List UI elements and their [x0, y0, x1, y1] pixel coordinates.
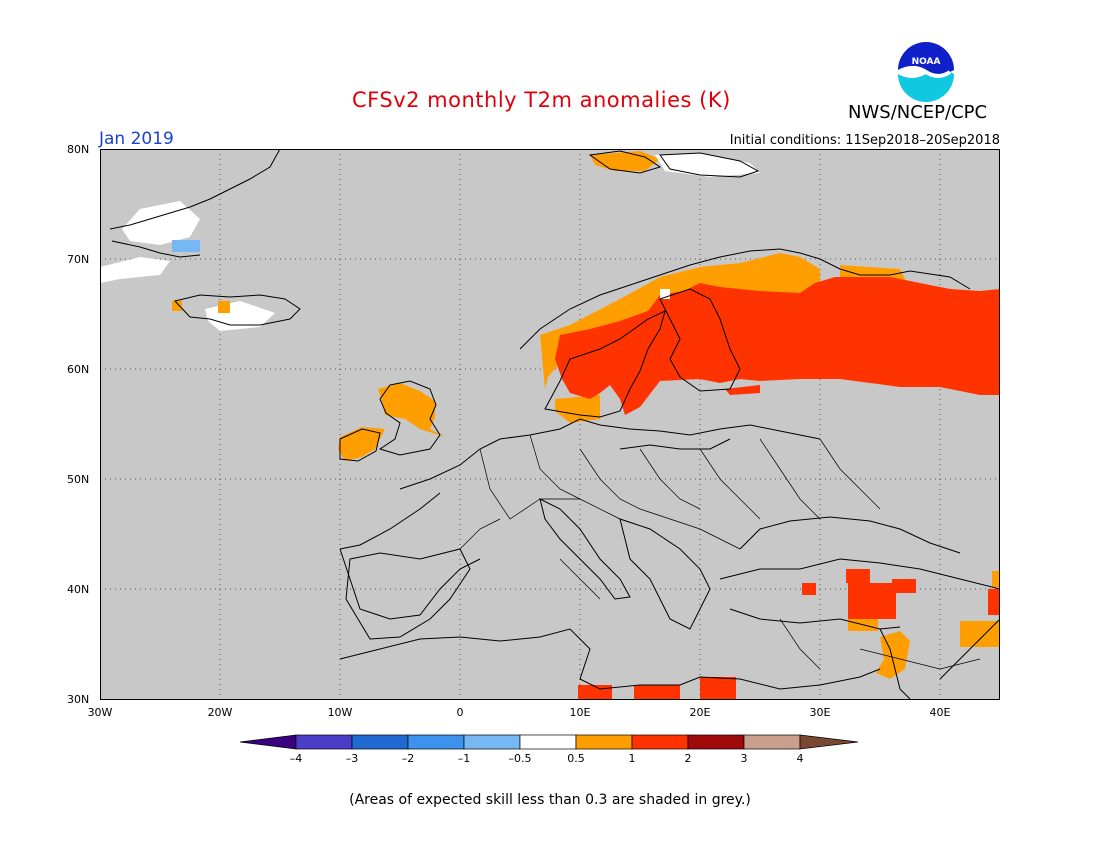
- lat-tick: 40N: [67, 583, 89, 596]
- lon-tick: 10W: [328, 706, 353, 719]
- legend-label: 1: [629, 752, 636, 765]
- lat-tick: 30N: [67, 693, 89, 706]
- lat-tick: 50N: [67, 473, 89, 486]
- initial-conditions: Initial conditions: 11Sep2018–20Sep2018: [729, 133, 1000, 148]
- logo-text: NOAA: [912, 57, 941, 67]
- lon-tick: 30W: [88, 706, 113, 719]
- agency-label: NWS/NCEP/CPC: [848, 102, 988, 123]
- lon-tick: 0: [457, 706, 464, 719]
- country-borders: [459, 434, 981, 670]
- lat-tick: 80N: [67, 143, 89, 156]
- legend-label: –0.5: [509, 752, 532, 765]
- legend-swatch: [631, 734, 689, 750]
- legend-swatch: [407, 734, 465, 750]
- cool-anomaly-area: [172, 240, 200, 252]
- anomaly-map: [100, 149, 1000, 700]
- coastlines: [109, 149, 1000, 700]
- lon-tick: 20E: [690, 706, 711, 719]
- legend-arrow-left: [239, 734, 297, 750]
- lon-tick: 40E: [930, 706, 951, 719]
- legend-arrow-right: [799, 734, 859, 750]
- legend-swatch: [351, 734, 409, 750]
- legend-label: –3: [346, 752, 359, 765]
- noaa-logo-icon: NOAA: [894, 40, 958, 104]
- lon-tick: 20W: [208, 706, 233, 719]
- legend-label: 2: [685, 752, 692, 765]
- footnote: (Areas of expected skill less than 0.3 a…: [349, 792, 751, 808]
- legend-label: 4: [797, 752, 804, 765]
- legend-label: –4: [290, 752, 303, 765]
- legend-swatch: [519, 734, 577, 750]
- legend-label: 0.5: [567, 752, 585, 765]
- lat-tick: 70N: [67, 253, 89, 266]
- color-legend: –4 –3 –2 –1 –0.5 0.5 1 2 3 4: [239, 734, 859, 765]
- british-isles-anomaly: [338, 383, 445, 461]
- legend-swatch: [575, 734, 633, 750]
- forecast-period: Jan 2019: [99, 129, 174, 149]
- legend-swatch: [743, 734, 801, 750]
- legend-label: –2: [402, 752, 415, 765]
- lat-tick: 60N: [67, 363, 89, 376]
- legend-swatch: [687, 734, 745, 750]
- chart-title: CFSv2 monthly T2m anomalies (K): [352, 88, 731, 112]
- legend-swatch: [463, 734, 521, 750]
- lon-tick: 10E: [570, 706, 591, 719]
- turkey-levant-anomaly: [802, 569, 1000, 679]
- legend-label: –1: [458, 752, 471, 765]
- legend-swatch: [295, 734, 353, 750]
- legend-label: 3: [741, 752, 748, 765]
- libya-coast-anomaly: [578, 677, 736, 699]
- lon-tick: 30E: [810, 706, 831, 719]
